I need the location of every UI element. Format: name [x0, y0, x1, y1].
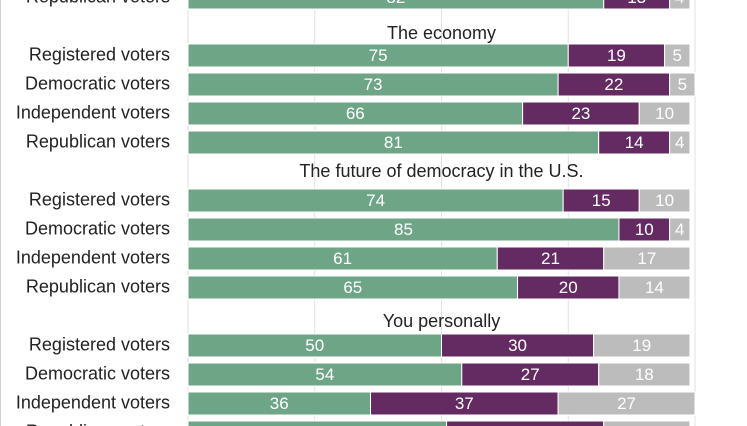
data-label: 65 — [343, 278, 362, 297]
group-title: The future of democracy in the U.S. — [299, 161, 583, 181]
data-label: 20 — [559, 278, 578, 297]
data-label: 4 — [675, 133, 684, 152]
data-label: 73 — [364, 75, 383, 94]
data-label: 5 — [678, 75, 687, 94]
data-label: 19 — [607, 46, 626, 65]
data-label: 10 — [635, 220, 654, 239]
bar-segment — [669, 130, 691, 155]
data-label: 30 — [508, 336, 527, 355]
data-label: 85 — [394, 220, 413, 239]
category-label: Democratic voters — [25, 73, 170, 93]
bar-segment — [618, 275, 691, 300]
data-label: 17 — [637, 423, 656, 426]
group-title: You personally — [383, 311, 500, 331]
data-label: 13 — [627, 0, 646, 7]
bar-segment — [638, 101, 691, 126]
data-label: 14 — [645, 278, 664, 297]
category-label: Republican voters — [26, 276, 170, 296]
category-label: Republican voters — [26, 131, 170, 151]
data-label: 74 — [366, 191, 385, 210]
bar-segment — [593, 333, 691, 358]
data-label: 14 — [625, 133, 644, 152]
data-label: 19 — [632, 336, 651, 355]
category-label: Democratic voters — [25, 363, 170, 383]
data-label: 4 — [675, 220, 684, 239]
bar-segment — [187, 420, 448, 426]
bar-segment — [669, 72, 696, 97]
data-label: 82 — [386, 0, 405, 7]
data-label: 51 — [308, 423, 327, 426]
data-label: 36 — [270, 394, 289, 413]
data-label: 31 — [516, 423, 535, 426]
data-label: 10 — [655, 104, 674, 123]
category-label: Registered voters — [29, 44, 170, 64]
category-label: Registered voters — [29, 334, 170, 354]
data-label: 27 — [521, 365, 540, 384]
data-label: 54 — [315, 365, 334, 384]
bar-segment — [598, 362, 691, 387]
data-label: 37 — [455, 394, 474, 413]
category-label: Independent voters — [16, 247, 170, 267]
bar-segment — [638, 188, 691, 213]
bar-segment — [669, 217, 691, 242]
data-label: 18 — [635, 365, 654, 384]
data-label: 75 — [369, 46, 388, 65]
category-label: Registered voters — [29, 189, 170, 209]
bar-segment — [603, 420, 691, 426]
data-label: 81 — [384, 133, 403, 152]
category-label: Republican voters — [26, 0, 170, 6]
frame-border — [0, 0, 1, 426]
bar-segment — [557, 391, 696, 416]
bar-segment — [446, 420, 605, 426]
data-label: 27 — [617, 394, 636, 413]
data-label: 21 — [541, 249, 560, 268]
category-label: Independent voters — [16, 392, 170, 412]
bar-segment — [187, 0, 605, 10]
group-title: The economy — [387, 23, 496, 43]
data-label: 5 — [673, 46, 682, 65]
data-label: 22 — [604, 75, 623, 94]
category-label: Republican voters — [26, 421, 170, 426]
data-label: 10 — [655, 191, 674, 210]
bar-segment — [603, 0, 671, 10]
data-label: 17 — [637, 249, 656, 268]
data-label: 4 — [675, 0, 684, 7]
data-label: 15 — [592, 191, 611, 210]
bar-segment — [603, 246, 691, 271]
data-label: 23 — [571, 104, 590, 123]
data-label: 61 — [333, 249, 352, 268]
bar-segment — [669, 0, 691, 10]
bar-segment — [664, 43, 691, 68]
data-label: 50 — [305, 336, 324, 355]
category-label: Independent voters — [16, 102, 170, 122]
data-label: 66 — [346, 104, 365, 123]
category-label: Democratic voters — [25, 218, 170, 238]
